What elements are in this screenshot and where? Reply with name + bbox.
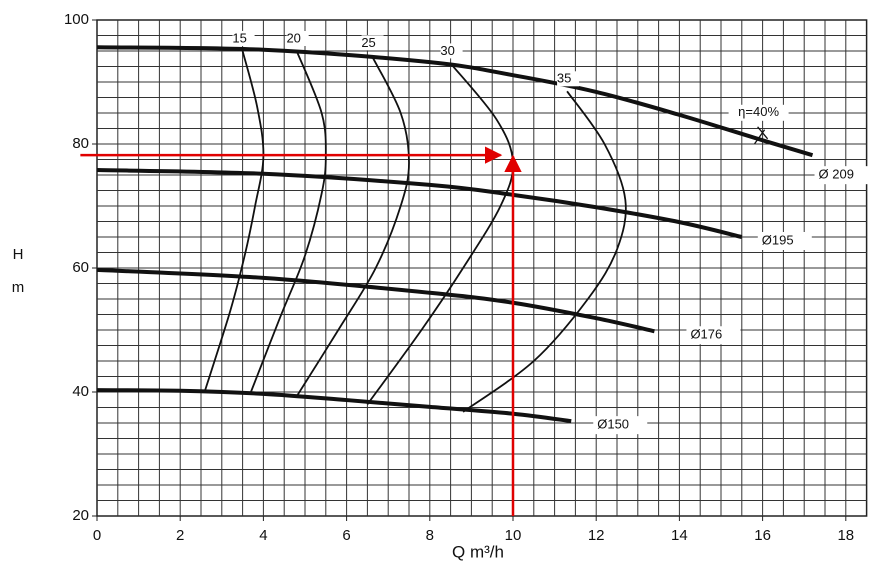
plot — [80, 31, 869, 516]
curve-label-box — [593, 416, 648, 435]
y-tick-label: 20 — [72, 507, 89, 524]
x-tick-label: 12 — [588, 527, 605, 544]
curve-label: Ø 209 — [819, 167, 854, 182]
x-tick-label: 4 — [259, 527, 267, 544]
efficiency-curve — [250, 50, 327, 393]
y-axis-unit: m — [12, 279, 25, 296]
efficiency-curve — [295, 54, 410, 397]
x-tick-label: 0 — [93, 527, 101, 544]
annotation-box — [728, 104, 789, 121]
x-tick-label: 14 — [671, 527, 688, 544]
curve-label: Ø150 — [597, 417, 629, 432]
curve-label-box — [232, 31, 255, 46]
curve-label-box — [557, 71, 580, 87]
efficiency-curve — [462, 90, 627, 413]
y-tick-label: 100 — [64, 11, 89, 28]
curve-label-box — [814, 166, 869, 185]
curve-label: 30 — [440, 43, 454, 58]
x-tick-label: 8 — [426, 527, 434, 544]
y-tick-label: 40 — [72, 383, 89, 400]
curve-label: 35 — [557, 71, 571, 86]
curve-label-box — [286, 31, 309, 46]
x-tick-label: 10 — [505, 527, 522, 544]
curve-label: 25 — [361, 35, 375, 50]
curve-label: 20 — [286, 30, 300, 45]
head-curve — [96, 45, 814, 158]
x-axis-label: Q m³/h — [452, 542, 504, 561]
curve-label-box — [440, 43, 463, 59]
grid — [92, 19, 868, 521]
head-curve — [96, 267, 655, 334]
y-tick-label: 60 — [72, 259, 89, 276]
x-tick-label: 6 — [342, 527, 350, 544]
curve-label: Ø176 — [690, 327, 722, 342]
curve-label-box — [686, 326, 741, 345]
head-curve — [96, 388, 572, 424]
curve-label-box — [361, 35, 384, 51]
x-tick-label: 16 — [754, 527, 771, 544]
efficiency-curve — [204, 50, 265, 391]
annotation-mark — [754, 129, 766, 145]
curve-label-box — [757, 232, 812, 250]
y-tick-label: 80 — [72, 135, 89, 152]
annotation: η=40% — [738, 104, 779, 119]
efficiency-curve — [366, 62, 514, 405]
y-axis-label: H — [13, 246, 24, 263]
x-tick-label: 2 — [176, 527, 184, 544]
curve-label: 15 — [232, 30, 246, 45]
x-tick-label: 18 — [837, 527, 854, 544]
head-curve — [96, 168, 743, 239]
curve-label: Ø195 — [762, 232, 794, 247]
